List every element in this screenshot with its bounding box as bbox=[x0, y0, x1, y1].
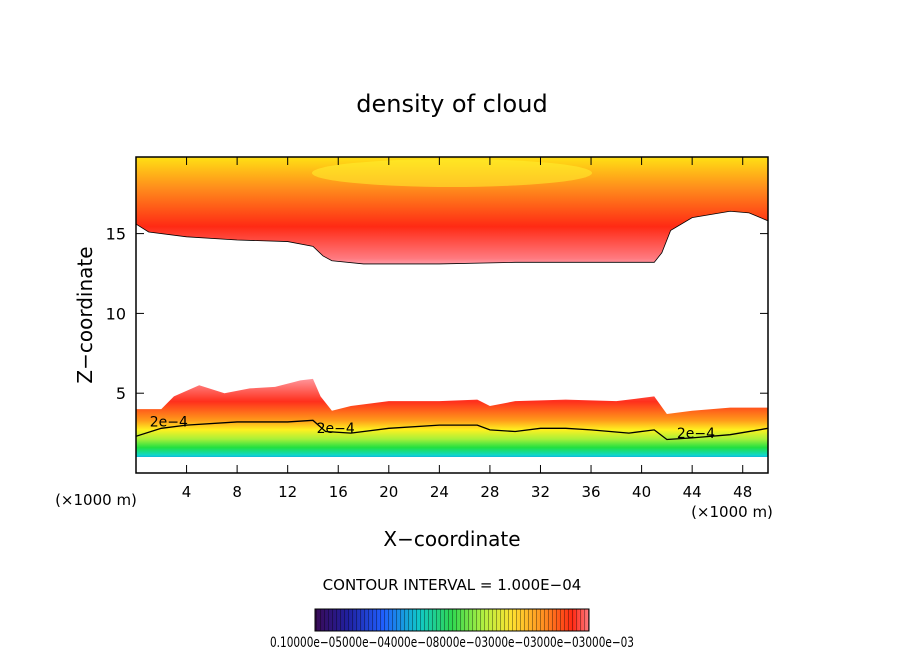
x-tick-label: 12 bbox=[278, 483, 297, 501]
colorbar-frame bbox=[314, 608, 590, 632]
x-tick-label: 48 bbox=[733, 483, 752, 501]
y-tick-label: 15 bbox=[106, 225, 126, 244]
upper-layer-contour bbox=[136, 210, 768, 265]
contour-label: 2e−4 bbox=[317, 421, 355, 437]
x-unit-right: (×1000 m) bbox=[691, 503, 773, 521]
contour-interval-text: CONTOUR INTERVAL = 1.000E−04 bbox=[323, 576, 582, 594]
y-axis-ticks: 5 10 15 bbox=[106, 225, 768, 403]
x-tick-label: 32 bbox=[531, 483, 550, 501]
y-axis-label: Z−coordinate bbox=[73, 246, 97, 383]
x-tick-label: 40 bbox=[632, 483, 651, 501]
contour-2e-4 bbox=[136, 419, 768, 441]
x-tick-label: 20 bbox=[379, 483, 398, 501]
x-tick-label: 8 bbox=[232, 483, 242, 501]
density-field: 2e−4 2e−4 2e−4 bbox=[136, 157, 768, 458]
upper-cloud-layer bbox=[136, 157, 768, 264]
y-tick-label: 5 bbox=[116, 384, 126, 403]
x-tick-label: 44 bbox=[683, 483, 702, 501]
colorbar-stripes bbox=[315, 609, 589, 631]
x-tick-label: 28 bbox=[480, 483, 499, 501]
contour-label: 2e−4 bbox=[677, 426, 715, 442]
x-tick-label: 24 bbox=[430, 483, 449, 501]
x-axis-label: X−coordinate bbox=[383, 527, 520, 551]
y-tick-label: 10 bbox=[106, 304, 126, 323]
upper-density-peak bbox=[312, 158, 592, 187]
x-tick-label: 16 bbox=[329, 483, 348, 501]
colorbar-labels: 0.10000e−05000e−04000e−08000e−03000e−030… bbox=[270, 635, 634, 651]
chart-title: density of cloud bbox=[356, 90, 547, 118]
x-tick-label: 36 bbox=[581, 483, 600, 501]
plot-frame bbox=[135, 156, 769, 474]
lower-cloud-layer bbox=[136, 378, 768, 458]
x-tick-label: 4 bbox=[182, 483, 192, 501]
x-axis-ticks: 4 8 12 16 20 24 28 32 36 40 44 48 bbox=[182, 157, 752, 501]
contour-label: 2e−4 bbox=[150, 415, 188, 431]
x-unit-left: (×1000 m) bbox=[55, 491, 137, 509]
